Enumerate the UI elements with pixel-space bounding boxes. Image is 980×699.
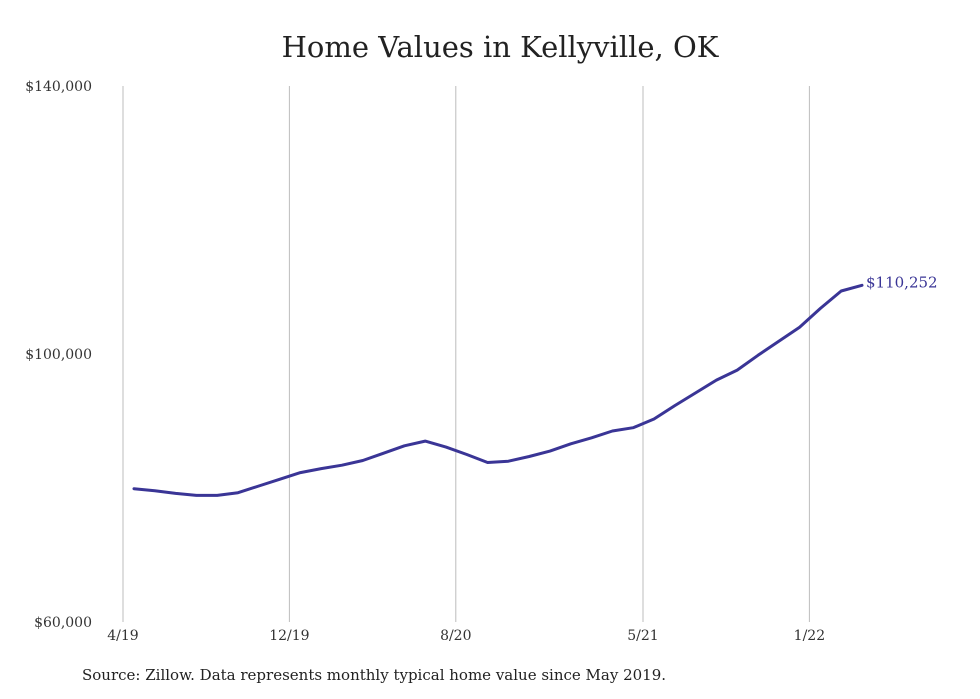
y-tick-label: $60,000 [34, 615, 92, 631]
y-axis-ticks: $60,000 $100,000 $140,000 [25, 79, 92, 631]
chart-title: Home Values in Kellyville, OK [281, 30, 719, 64]
data-labels: $110,252 [866, 273, 938, 291]
grid-lines [122, 86, 810, 622]
source-note: Source: Zillow. Data represents monthly … [82, 666, 667, 684]
x-axis-ticks: 4/19 12/19 8/20 5/21 1/22 [107, 628, 825, 644]
x-tick-label: 12/19 [269, 628, 309, 644]
series-layer [132, 283, 864, 497]
x-tick-label: 1/22 [794, 628, 825, 644]
end-value-label: $110,252 [866, 273, 938, 291]
x-tick-label: 5/21 [627, 628, 658, 644]
x-tick-label: 8/20 [440, 628, 471, 644]
y-tick-label: $140,000 [25, 79, 92, 95]
y-tick-label: $100,000 [25, 347, 92, 363]
x-tick-label: 4/19 [107, 628, 138, 644]
series-line [132, 283, 864, 497]
